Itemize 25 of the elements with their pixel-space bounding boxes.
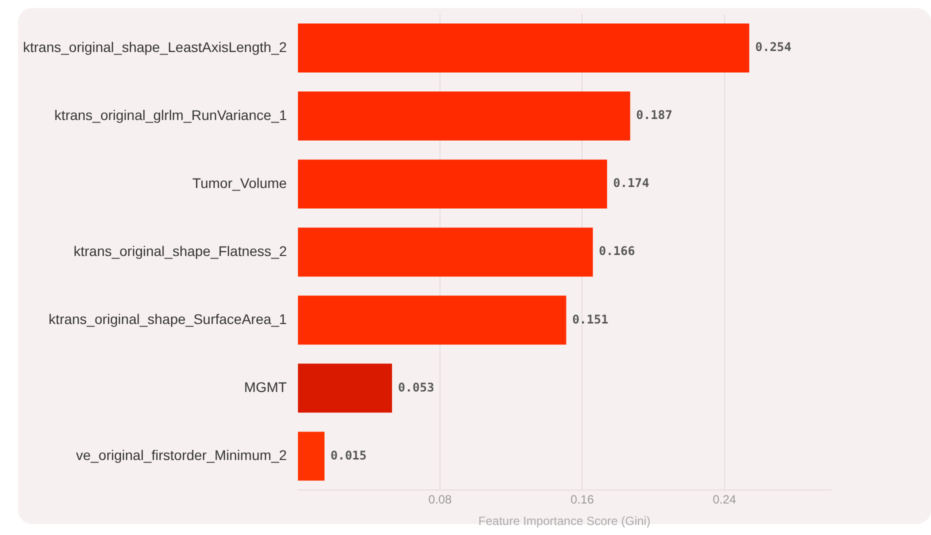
bar	[298, 228, 593, 277]
data-label: 0.015	[330, 448, 367, 462]
y-tick-label: MGMT	[244, 379, 288, 396]
bar	[298, 432, 325, 481]
bar	[298, 364, 392, 413]
bar	[298, 296, 566, 345]
x-tick-label: 0.16	[570, 492, 594, 507]
data-label: 0.053	[398, 380, 434, 394]
y-tick-label: ve_original_firstorder_Minimum_2	[76, 447, 288, 464]
data-label: 0.254	[755, 40, 792, 54]
data-label: 0.174	[613, 176, 650, 190]
data-label: 0.151	[572, 312, 608, 326]
x-tick-label: 0.08	[428, 492, 452, 507]
y-tick-label: Tumor_Volume	[192, 174, 288, 191]
data-label: 0.187	[636, 108, 672, 122]
y-tick-label: ktrans_original_glrlm_RunVariance_1	[54, 106, 288, 123]
bar	[298, 160, 608, 209]
bar	[298, 92, 630, 141]
y-tick-label: ktrans_original_shape_SurfaceArea_1	[48, 310, 288, 327]
x-tick-label: 0.24	[712, 492, 736, 507]
data-label: 0.166	[598, 244, 635, 258]
x-axis-title: Feature Importance Score (Gini)	[478, 514, 650, 528]
y-tick-label: ktrans_original_shape_Flatness_2	[74, 242, 288, 259]
y-tick-label: ktrans_original_shape_LeastAxisLength_2	[22, 38, 288, 55]
bar	[298, 24, 750, 73]
